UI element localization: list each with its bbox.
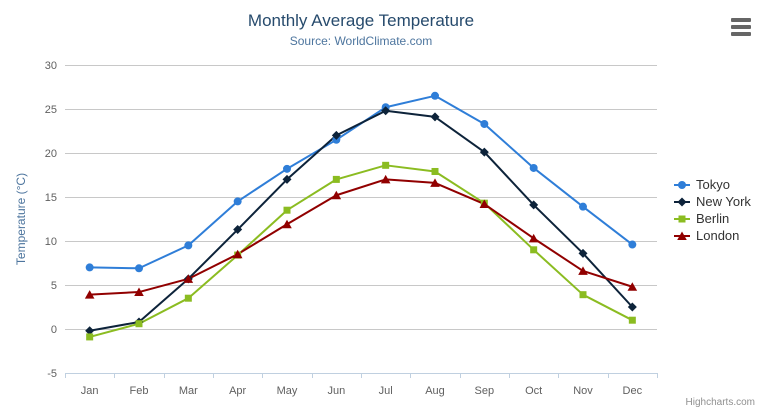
circle-marker[interactable] [184,241,193,250]
diamond-marker [677,197,687,206]
triangle-marker [677,231,687,240]
triangle-marker[interactable] [479,199,490,209]
x-axis-label: Jun [327,385,345,397]
circle-marker[interactable] [579,202,587,211]
diamond-marker[interactable] [479,147,489,157]
triangle-marker[interactable] [528,233,539,243]
series-tokyo-markers [85,91,637,273]
x-axis-label: Feb [130,385,149,397]
circle-marker[interactable] [85,263,94,272]
highcharts-credits-link[interactable]: Highcharts.com [685,397,755,408]
triangle-marker[interactable] [331,190,342,200]
diamond-marker[interactable] [233,225,243,235]
legend-item-berlin[interactable]: Berlin [674,210,751,227]
square-marker[interactable] [86,333,94,341]
x-axis-label: Dec [623,385,643,397]
y-axis-title: Temperature (°C) [14,173,28,265]
y-axis-label: 0 [51,324,57,336]
diamond-marker[interactable] [627,302,637,312]
diamond-marker[interactable] [430,112,440,122]
legend-item-new-york[interactable]: New York [674,193,751,210]
diamond-marker[interactable] [529,200,539,210]
square-marker[interactable] [332,175,340,183]
circle-marker[interactable] [628,240,637,249]
diamond-marker[interactable] [331,130,341,140]
x-axis-label: Sep [475,385,495,397]
square-legend-symbol [674,215,690,222]
legend-label: London [696,228,740,243]
series-berlin-line[interactable] [88,164,634,338]
circle-legend-symbol [674,180,690,189]
triangle-marker[interactable] [84,290,95,299]
x-axis-label: Apr [229,385,246,397]
circle-marker[interactable] [529,163,538,172]
triangle-marker[interactable] [232,249,243,259]
chart-subtitle: Source: WorldClimate.com [289,34,433,48]
diamond-marker[interactable] [381,106,391,116]
square-marker[interactable] [628,316,636,324]
triangle-marker[interactable] [627,282,638,291]
circle-marker[interactable] [135,264,143,273]
square-marker[interactable] [382,161,390,169]
square-marker[interactable] [283,206,291,214]
triangle-marker[interactable] [183,274,194,283]
square-marker [678,215,686,222]
x-axis-label: May [277,385,298,397]
y-axis-label: -5 [47,368,57,380]
y-axis-label: 10 [45,236,57,248]
y-axis-label: 5 [51,280,57,292]
series-new-york-line[interactable] [88,109,634,332]
circle-marker [678,180,686,189]
square-marker[interactable] [431,167,439,175]
triangle-legend-symbol [674,231,690,240]
chart-title: Monthly Average Temperature [247,11,475,30]
x-axis-label: Aug [425,385,445,397]
legend: Tokyo New York Berlin London [674,176,751,244]
x-axis-label: Jul [379,385,393,397]
diamond-marker[interactable] [85,326,95,336]
x-axis-label: Jan [81,385,99,397]
square-marker[interactable] [579,291,587,299]
circle-marker[interactable] [480,119,489,128]
triangle-marker[interactable] [282,219,292,229]
y-axis-label: 15 [45,192,57,204]
square-marker[interactable] [135,320,143,328]
legend-item-tokyo[interactable]: Tokyo [674,176,751,193]
legend-label: Tokyo [696,177,730,192]
triangle-marker[interactable] [134,287,144,297]
x-axis-label: Nov [573,385,593,397]
square-marker[interactable] [530,246,538,254]
diamond-marker[interactable] [578,248,588,258]
circle-marker[interactable] [233,197,242,206]
y-axis-label: 30 [45,60,57,72]
x-axis-label: Oct [525,385,542,397]
legend-label: Berlin [696,211,730,226]
y-axis-label: 25 [45,104,57,116]
series-new-york-markers [85,106,637,336]
series-london-line[interactable] [88,178,634,296]
legend-label: New York [696,194,751,209]
export-menu-button[interactable] [730,18,752,38]
legend-item-london[interactable]: London [674,227,751,244]
circle-marker[interactable] [283,164,291,173]
x-axis-label: Mar [179,385,198,397]
y-axis-label: 20 [45,148,57,160]
diamond-marker[interactable] [282,174,292,184]
diamond-legend-symbol [674,197,690,206]
hamburger-menu-icon [731,18,751,22]
circle-marker[interactable] [431,91,439,100]
triangle-marker[interactable] [578,266,588,275]
square-marker[interactable] [184,294,192,302]
triangle-marker[interactable] [380,174,391,184]
series-london-markers [84,174,638,299]
series-tokyo-line[interactable] [88,94,634,270]
triangle-marker[interactable] [430,178,440,187]
